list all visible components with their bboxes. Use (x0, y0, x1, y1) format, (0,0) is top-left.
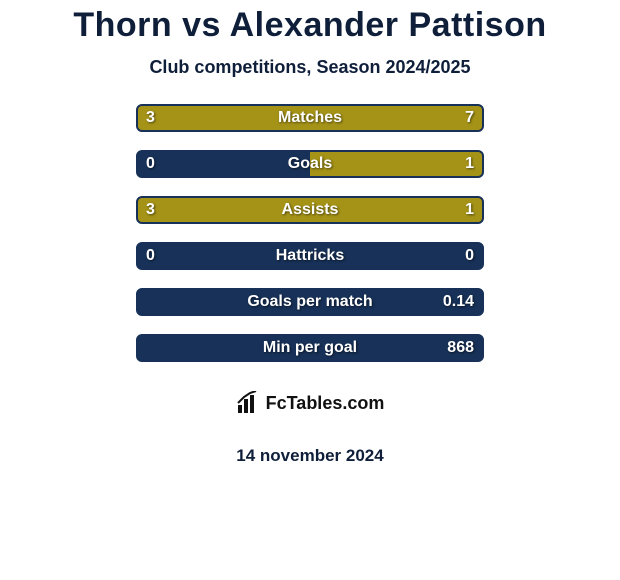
left-value: 0 (146, 150, 155, 178)
chart-icon (236, 391, 260, 415)
right-value: 1 (465, 150, 474, 178)
stat-row: Matches3 7 (136, 104, 484, 132)
stat-row: Hattricks0 0 (136, 242, 484, 270)
avatar-placeholder (20, 168, 120, 196)
left-value: 0 (146, 242, 155, 270)
comparison-card: Thorn vs Alexander Pattison Club competi… (0, 0, 620, 580)
stat-label: Hattricks (136, 242, 484, 270)
stat-row: Goals per match0.14 (136, 288, 484, 316)
right-value: 1 (465, 196, 474, 224)
avatar-placeholder (490, 122, 590, 150)
left-value: 3 (146, 104, 155, 132)
right-value: 0 (465, 242, 474, 270)
page-title: Thorn vs Alexander Pattison (0, 0, 620, 45)
stat-label: Matches (136, 104, 484, 132)
stat-row: Goals0 1 (136, 150, 484, 178)
left-value: 3 (146, 196, 155, 224)
stat-row: Assists3 1 (136, 196, 484, 224)
stat-row: Min per goal868 (136, 334, 484, 362)
avatar-placeholder (500, 168, 600, 196)
logo-box: FcTables.com (210, 380, 410, 426)
stat-label: Goals (136, 150, 484, 178)
avatar-placeholder (10, 122, 110, 150)
right-value: 868 (447, 334, 474, 362)
right-value: 7 (465, 104, 474, 132)
right-value: 0.14 (443, 288, 474, 316)
stat-label: Goals per match (136, 288, 484, 316)
stat-label: Assists (136, 196, 484, 224)
date-line: 14 november 2024 (0, 446, 620, 466)
logo-text: FcTables.com (266, 393, 385, 414)
subtitle: Club competitions, Season 2024/2025 (0, 57, 620, 78)
stat-label: Min per goal (136, 334, 484, 362)
